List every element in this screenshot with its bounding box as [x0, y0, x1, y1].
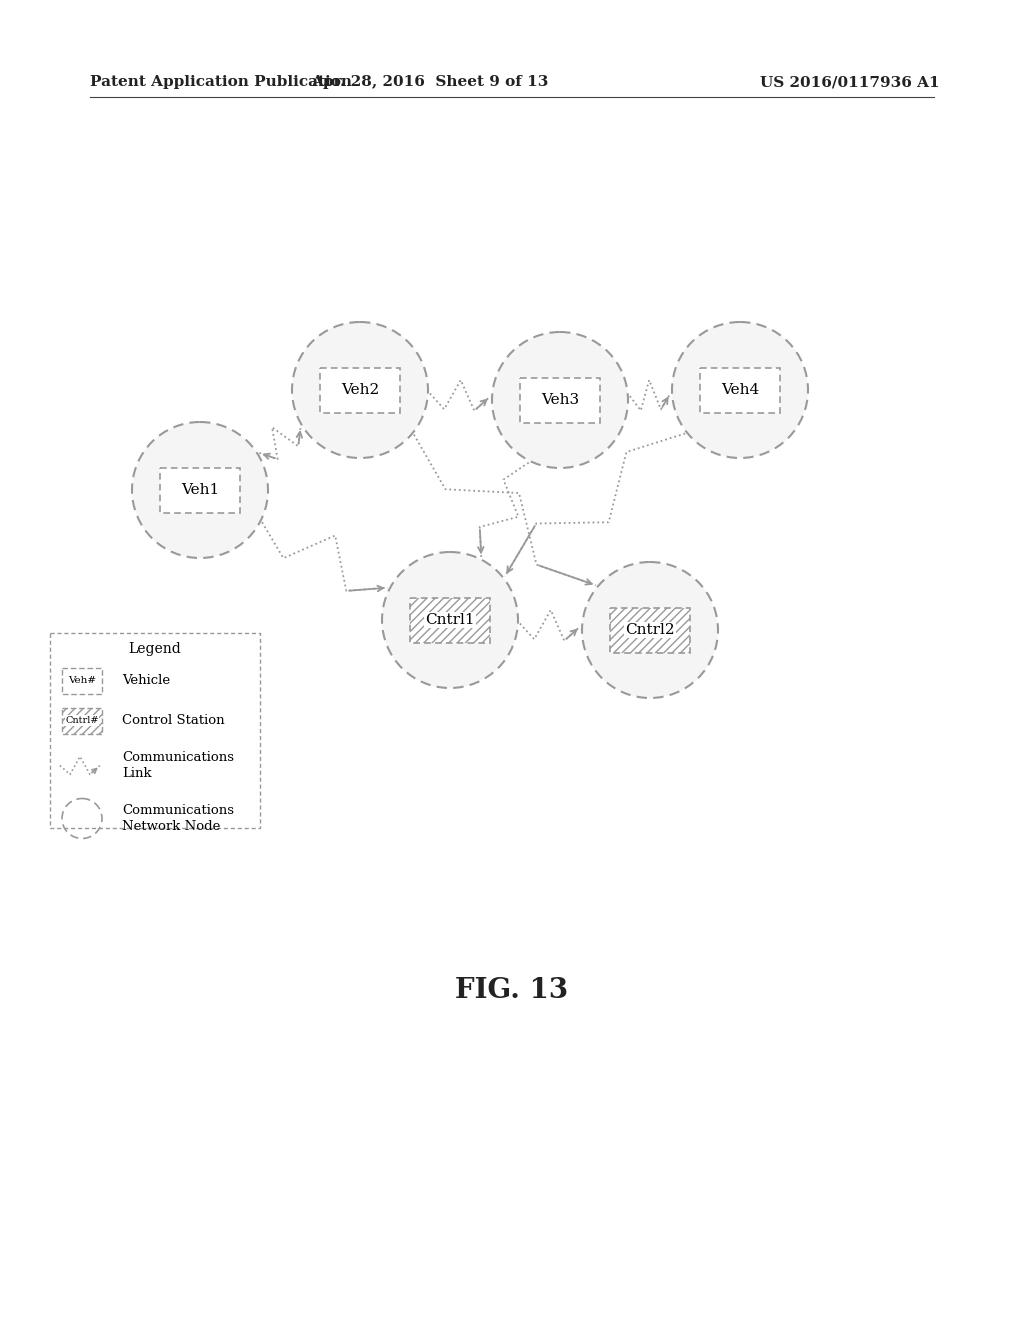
Text: Cntrl1: Cntrl1 — [425, 612, 475, 627]
Text: Veh2: Veh2 — [341, 383, 379, 397]
Text: Veh1: Veh1 — [181, 483, 219, 498]
Circle shape — [292, 322, 428, 458]
Text: Vehicle: Vehicle — [122, 675, 170, 686]
Text: FIG. 13: FIG. 13 — [456, 977, 568, 1003]
Text: Cntrl#: Cntrl# — [66, 715, 98, 725]
Text: Patent Application Publication: Patent Application Publication — [90, 75, 352, 88]
Circle shape — [672, 322, 808, 458]
Text: US 2016/0117936 A1: US 2016/0117936 A1 — [761, 75, 940, 88]
Text: Cntrl2: Cntrl2 — [626, 623, 675, 638]
Bar — [319, 367, 400, 412]
Bar — [610, 607, 690, 652]
Text: Communications
Link: Communications Link — [122, 751, 234, 780]
Bar — [50, 632, 260, 828]
Text: Legend: Legend — [129, 642, 181, 656]
Text: Veh4: Veh4 — [721, 383, 759, 397]
Text: Veh3: Veh3 — [541, 393, 579, 407]
Bar — [700, 367, 780, 412]
Text: Communications
Network Node: Communications Network Node — [122, 804, 234, 833]
Circle shape — [492, 333, 628, 469]
Circle shape — [132, 422, 268, 558]
Bar — [62, 708, 102, 734]
Circle shape — [382, 552, 518, 688]
Text: Veh#: Veh# — [68, 676, 96, 685]
Text: Control Station: Control Station — [122, 714, 224, 727]
Circle shape — [582, 562, 718, 698]
Text: Apr. 28, 2016  Sheet 9 of 13: Apr. 28, 2016 Sheet 9 of 13 — [311, 75, 549, 88]
Bar — [410, 598, 490, 643]
Bar — [62, 668, 102, 693]
Bar — [520, 378, 600, 422]
Bar — [160, 467, 240, 512]
